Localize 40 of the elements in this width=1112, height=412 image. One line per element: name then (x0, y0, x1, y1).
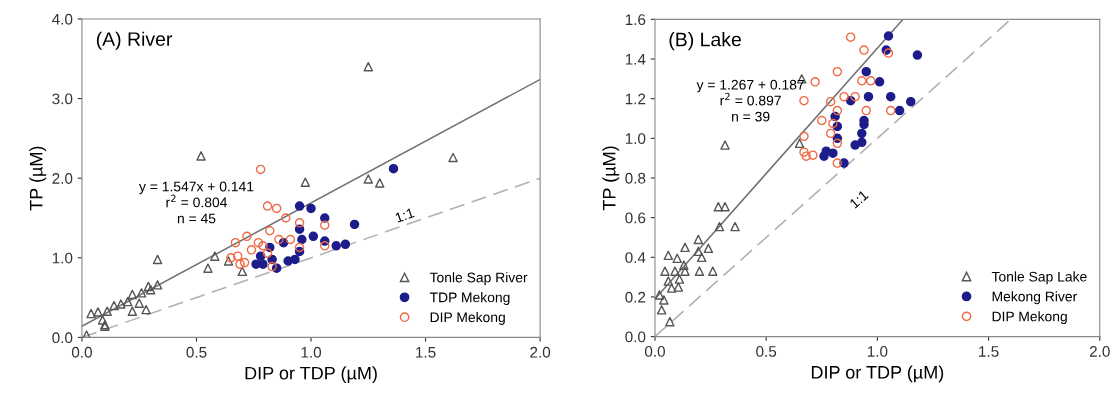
annotation: 1:1 (394, 207, 415, 223)
y-tick-label: 1.2 (625, 93, 646, 105)
x-tick-label: 2.0 (1089, 346, 1110, 357)
y-axis-title: TP (µM) (602, 146, 620, 211)
annotation: 1:1 (849, 189, 869, 209)
y-tick-label: 0.6 (625, 212, 646, 224)
x-axis-title: DIP or TDP (µM) (245, 366, 377, 384)
x-tick-label: 1.0 (301, 346, 322, 358)
legend-label: DIP Mekong (992, 311, 1067, 325)
y-tick-label: 1.4 (625, 54, 646, 65)
x-axis-title: DIP or TDP (µM) (811, 365, 944, 383)
text: (B) Lake (669, 32, 741, 51)
x-tick-label: 1.5 (979, 346, 999, 357)
legend-label: Tonle Sap Lake (991, 271, 1087, 285)
x-tick-label: 0.0 (71, 346, 92, 358)
y-tick-label: 1.0 (52, 252, 73, 264)
x-tick-label: 0.0 (644, 346, 665, 357)
annotation: y = 1.267 + 0.187 r$^{2}$ = 0.897 n = 39 (696, 79, 804, 122)
legend-label: DIP Mekong (430, 311, 505, 325)
legend-label: Tonle Sap River (429, 272, 528, 286)
y-tick-label: 3.0 (52, 93, 73, 105)
x-tick-label: 1.0 (867, 346, 888, 357)
y-tick-label: 4.0 (52, 13, 73, 25)
x-tick-label: 1.5 (416, 347, 436, 358)
y-tick-label: 0.4 (625, 252, 646, 263)
annotation: y = 1.547x + 0.141 r$^{2}$ = 0.804 n = 45 (139, 181, 254, 224)
x-tick-label: 0.5 (756, 346, 777, 357)
legend-label: Mekong River (992, 291, 1077, 305)
y-tick-label: 0.0 (52, 332, 73, 344)
y-tick-label: 0.0 (625, 331, 646, 343)
x-tick-label: 2.0 (530, 346, 551, 358)
y-axis-title: TP (µM) (29, 146, 47, 211)
y-tick-label: 1.0 (625, 133, 646, 145)
y-tick-label: 2.0 (52, 173, 73, 184)
y-tick-label: 1.6 (625, 14, 646, 26)
y-tick-label: 0.2 (625, 291, 646, 303)
x-tick-label: 0.5 (186, 346, 207, 358)
text: (A) River (96, 31, 173, 50)
legend-label: TDP Mekong (429, 292, 510, 306)
y-tick-label: 0.8 (625, 172, 646, 184)
